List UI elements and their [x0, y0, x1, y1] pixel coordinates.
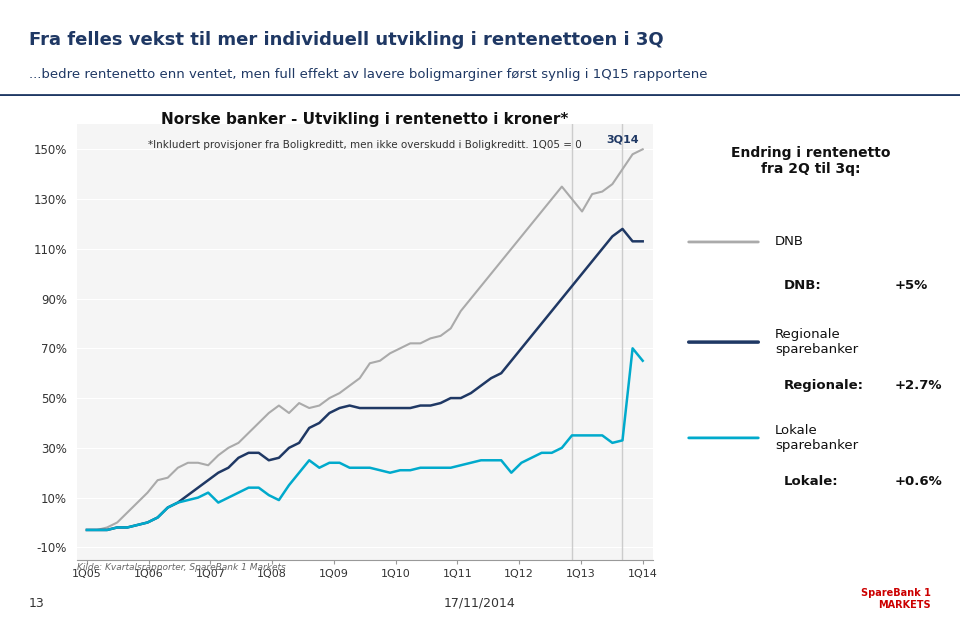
Text: Norske banker - Utvikling i rentenetto i kroner*: Norske banker - Utvikling i rentenetto i… — [161, 112, 568, 127]
Text: Regionale:: Regionale: — [783, 379, 863, 392]
Text: 3Q14: 3Q14 — [606, 134, 638, 144]
Text: SpareBank 1
MARKETS: SpareBank 1 MARKETS — [861, 588, 931, 610]
Text: 17/11/2014: 17/11/2014 — [444, 596, 516, 610]
Text: +5%: +5% — [895, 279, 928, 292]
Text: Lokale
sparebanker: Lokale sparebanker — [775, 424, 858, 452]
Text: Endring i rentenetto
fra 2Q til 3q:: Endring i rentenetto fra 2Q til 3q: — [732, 146, 891, 177]
Text: DNB: DNB — [775, 236, 804, 248]
Text: ...bedre rentenetto enn ventet, men full effekt av lavere boligmarginer først sy: ...bedre rentenetto enn ventet, men full… — [29, 68, 708, 81]
Text: Regionale
sparebanker: Regionale sparebanker — [775, 328, 858, 356]
Text: Fra felles vekst til mer individuell utvikling i rentenettoen i 3Q: Fra felles vekst til mer individuell utv… — [29, 31, 663, 49]
Text: DNB:: DNB: — [783, 279, 821, 292]
Text: +2.7%: +2.7% — [895, 379, 942, 392]
Text: 13: 13 — [29, 596, 44, 610]
Text: *Inkludert provisjoner fra Boligkreditt, men ikke overskudd i Boligkreditt. 1Q05: *Inkludert provisjoner fra Boligkreditt,… — [148, 140, 582, 150]
Text: Lokale:: Lokale: — [783, 475, 838, 488]
Text: +0.6%: +0.6% — [895, 475, 943, 488]
Text: Kilde: Kvartalsrapporter, SpareBank 1 Markets: Kilde: Kvartalsrapporter, SpareBank 1 Ma… — [77, 564, 285, 572]
